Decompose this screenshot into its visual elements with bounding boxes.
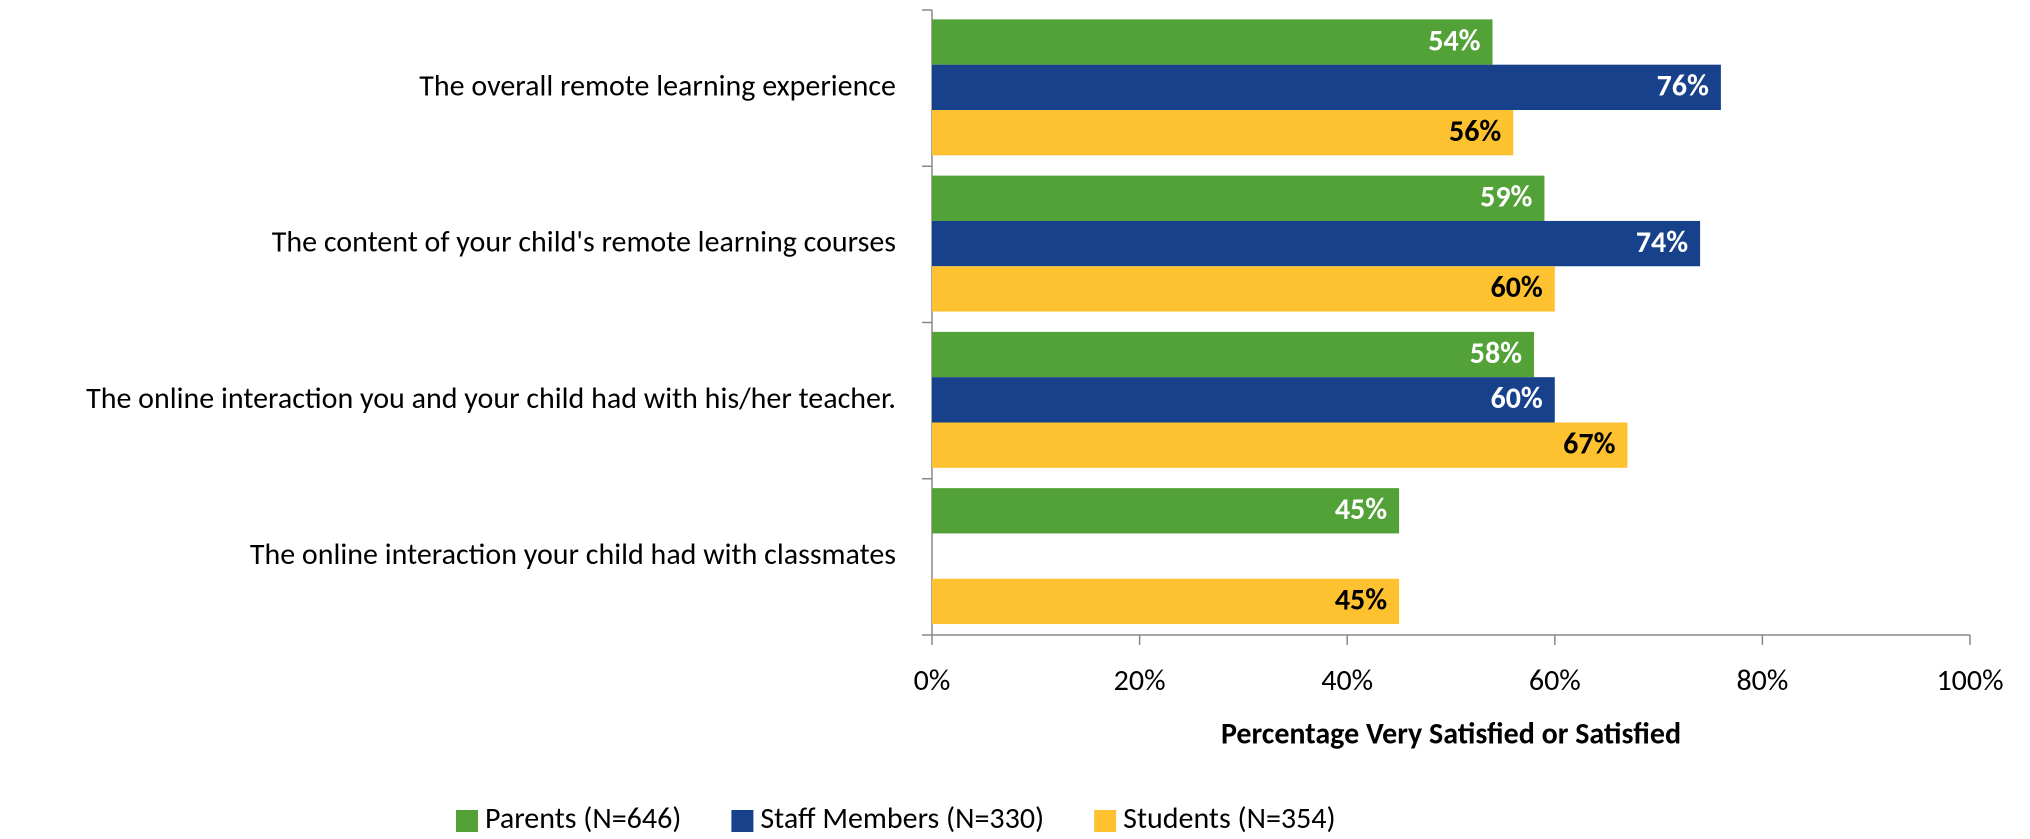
bar xyxy=(932,488,1400,534)
category-label: The content of your child's remote learn… xyxy=(272,224,896,261)
value-label: 60% xyxy=(1491,269,1543,306)
bar xyxy=(932,64,1721,110)
value-label: 58% xyxy=(1470,335,1522,372)
legend-label: Parents (N=646) xyxy=(485,800,681,837)
category-label: The online interaction you and your chil… xyxy=(86,380,896,417)
bar xyxy=(932,110,1514,156)
legend-swatch xyxy=(456,810,478,832)
legend-label: Staff Members (N=330) xyxy=(760,800,1044,837)
legend-label: Students (N=354) xyxy=(1123,800,1335,837)
bar xyxy=(932,331,1535,378)
legend-swatch xyxy=(1094,810,1117,832)
category-label: The overall remote learning experience xyxy=(419,67,896,104)
value-label: 60% xyxy=(1491,380,1543,417)
x-tick-label: 20% xyxy=(1114,662,1166,699)
category-label: The online interaction your child had wi… xyxy=(250,536,896,573)
bar xyxy=(932,377,1555,423)
x-tick-label: 40% xyxy=(1321,662,1373,699)
value-label: 45% xyxy=(1335,582,1387,619)
value-label: 45% xyxy=(1335,491,1387,528)
bar xyxy=(932,266,1555,312)
bar xyxy=(932,422,1628,468)
legend-swatch xyxy=(731,810,754,832)
bar xyxy=(932,19,1493,65)
bar xyxy=(932,175,1545,221)
value-label: 76% xyxy=(1657,68,1709,105)
x-axis-title: Percentage Very Satisfied or Satisfied xyxy=(1221,715,1681,752)
bar xyxy=(932,220,1701,267)
value-label: 59% xyxy=(1480,179,1532,216)
value-label: 67% xyxy=(1563,425,1615,462)
bar xyxy=(932,578,1400,625)
x-tick-label: 80% xyxy=(1736,662,1788,699)
value-label: 56% xyxy=(1449,113,1501,150)
x-tick-label: 60% xyxy=(1529,662,1581,699)
value-label: 54% xyxy=(1428,22,1480,59)
x-tick-label: 100% xyxy=(1936,662,2003,699)
value-label: 74% xyxy=(1636,224,1688,261)
x-tick-label: 0% xyxy=(914,662,951,699)
